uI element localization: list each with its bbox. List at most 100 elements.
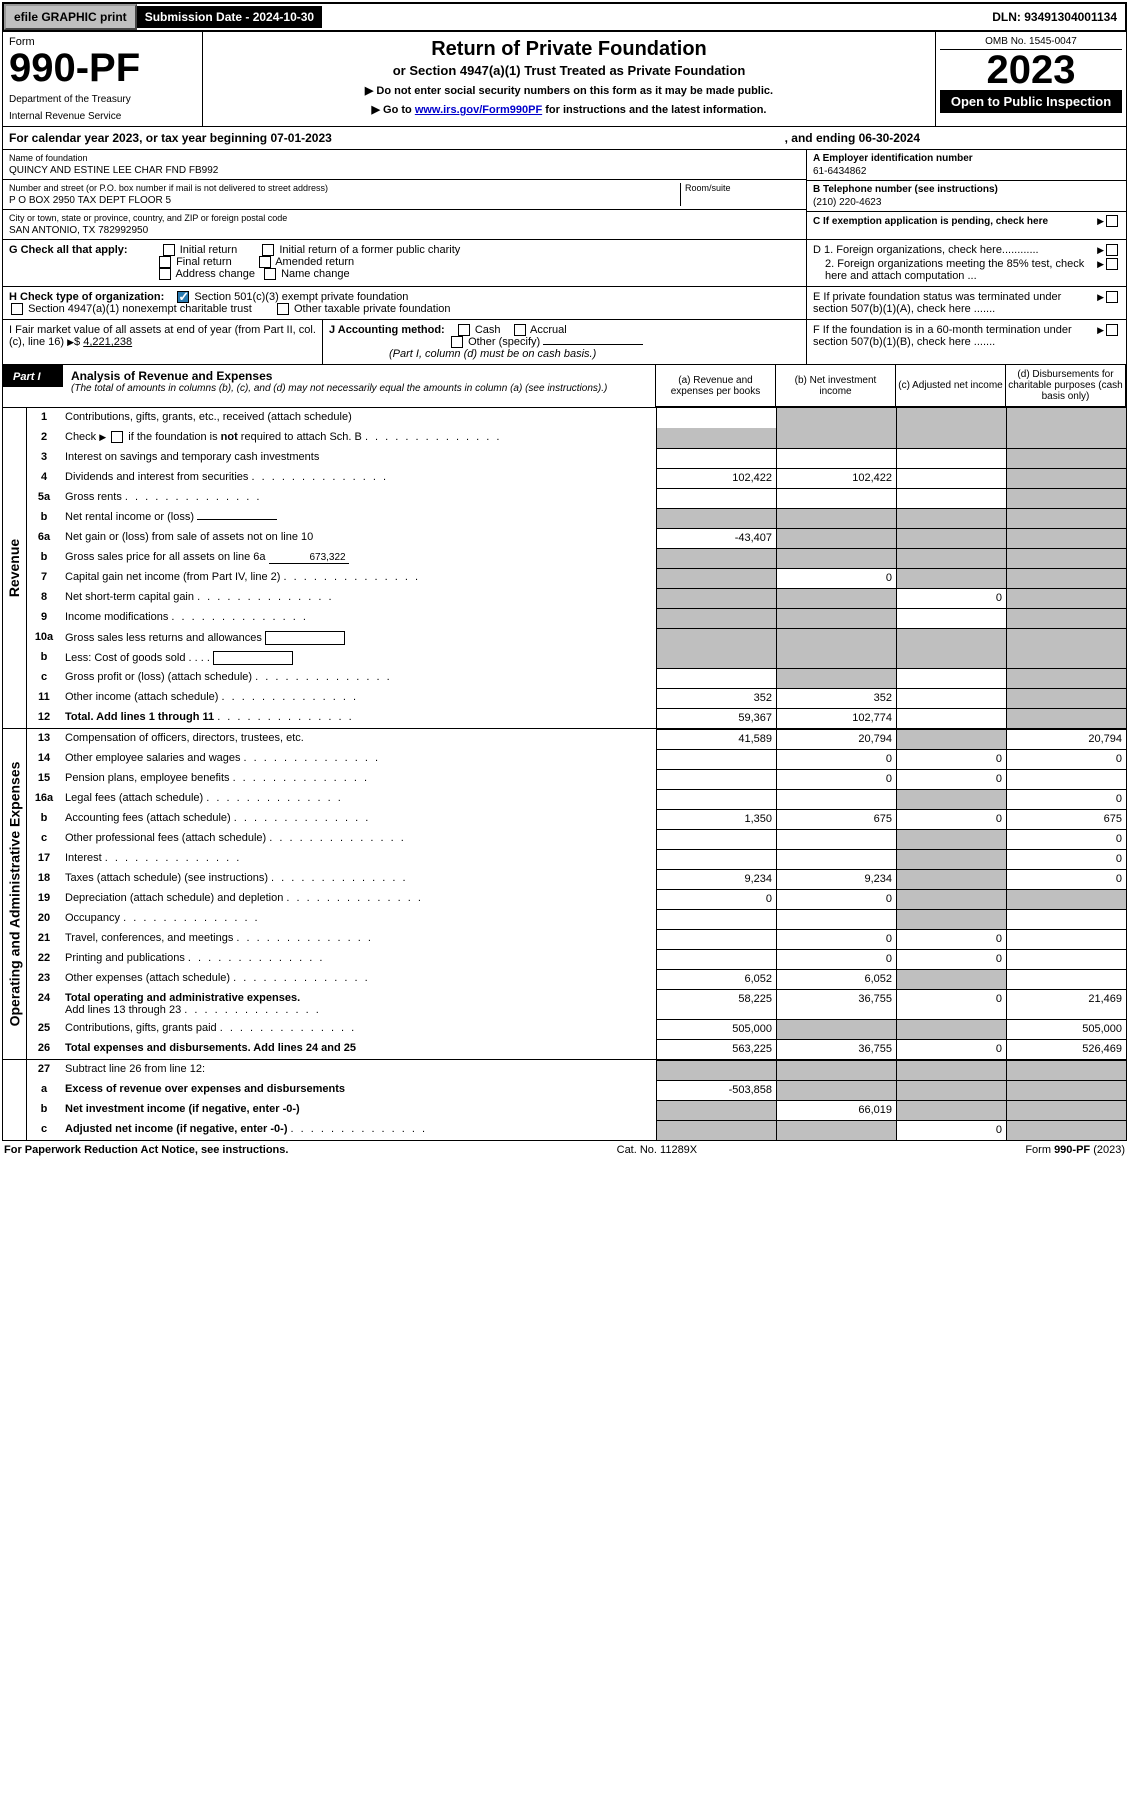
cell	[1006, 949, 1126, 969]
cell	[896, 608, 1006, 628]
cell	[776, 588, 896, 608]
cell	[656, 929, 776, 949]
checkbox-other-taxable[interactable]	[277, 303, 289, 315]
row-desc: Income modifications	[61, 608, 656, 628]
cell	[1006, 448, 1126, 468]
form-subtitle: or Section 4947(a)(1) Trust Treated as P…	[213, 63, 925, 78]
cell	[656, 548, 776, 568]
cell	[656, 909, 776, 929]
checkbox-accrual[interactable]	[514, 324, 526, 336]
ein-label: A Employer identification number	[813, 153, 1120, 164]
irs-label: Internal Revenue Service	[9, 111, 196, 122]
expenses-table: Operating and Administrative Expenses 13…	[2, 729, 1127, 1060]
cell	[896, 889, 1006, 909]
cell	[896, 708, 1006, 728]
cell	[896, 869, 1006, 889]
j-accrual: Accrual	[530, 324, 567, 336]
topbar: efile GRAPHIC print Submission Date - 20…	[2, 2, 1127, 32]
row-desc: Other professional fees (attach schedule…	[61, 829, 656, 849]
cell	[656, 668, 776, 688]
cell: 41,589	[656, 729, 776, 749]
part1-title: Analysis of Revenue and Expenses	[71, 369, 272, 383]
form990pf-link[interactable]: www.irs.gov/Form990PF	[415, 104, 542, 116]
row-num: 26	[27, 1039, 61, 1059]
checkbox-c[interactable]	[1106, 215, 1118, 227]
checkbox-initial-return[interactable]	[163, 244, 175, 256]
checkbox-4947a1[interactable]	[11, 303, 23, 315]
efile-print-button[interactable]: efile GRAPHIC print	[4, 4, 137, 30]
checkbox-d1[interactable]	[1106, 244, 1118, 256]
checkbox-f[interactable]	[1106, 324, 1118, 336]
row-desc: Net gain or (loss) from sale of assets n…	[61, 528, 656, 548]
dln-label: DLN: 93491304001134	[984, 6, 1125, 28]
cell: 0	[896, 749, 1006, 769]
phone-cell: B Telephone number (see instructions) (2…	[807, 181, 1126, 212]
checkbox-address-change[interactable]	[159, 268, 171, 280]
g-opt-0: Initial return	[180, 244, 237, 256]
cell: 352	[776, 688, 896, 708]
cell	[656, 1120, 776, 1140]
row-desc: Gross sales price for all assets on line…	[61, 548, 656, 568]
cell	[776, 648, 896, 668]
note2-prefix: ▶ Go to	[372, 104, 415, 116]
cell	[896, 789, 1006, 809]
checkbox-cash[interactable]	[458, 324, 470, 336]
cell	[896, 628, 1006, 648]
row-desc: Legal fees (attach schedule)	[61, 789, 656, 809]
cell	[1006, 1120, 1126, 1140]
cell	[896, 688, 1006, 708]
checkbox-former-public[interactable]	[262, 244, 274, 256]
g-opt-5: Name change	[281, 268, 350, 280]
row-desc: Adjusted net income (if negative, enter …	[61, 1120, 656, 1140]
row-num: 20	[27, 909, 61, 929]
checkbox-final-return[interactable]	[159, 256, 171, 268]
cell	[896, 969, 1006, 989]
row-num: 12	[27, 708, 61, 728]
row-num: 2	[27, 428, 61, 448]
cell: 0	[776, 949, 896, 969]
row-desc: Excess of revenue over expenses and disb…	[61, 1080, 656, 1100]
checkbox-amended[interactable]	[259, 256, 271, 268]
section-f: F If the foundation is in a 60-month ter…	[806, 320, 1126, 364]
addr-label: Number and street (or P.O. box number if…	[9, 183, 680, 193]
cell	[896, 1019, 1006, 1039]
checkbox-schb[interactable]	[111, 431, 123, 443]
cell	[1006, 708, 1126, 728]
row-num: c	[27, 668, 61, 688]
cell	[776, 428, 896, 448]
checkbox-501c3[interactable]	[177, 291, 189, 303]
cell	[776, 608, 896, 628]
cell	[1006, 588, 1126, 608]
cell: 0	[896, 769, 1006, 789]
header-left: Form 990-PF Department of the Treasury I…	[3, 32, 203, 126]
h-opt-3: Other taxable private foundation	[294, 303, 451, 315]
j-label: J Accounting method:	[329, 324, 445, 336]
j-cash: Cash	[475, 324, 501, 336]
cell: 6,052	[656, 969, 776, 989]
cell	[1006, 428, 1126, 448]
open-inspection: Open to Public Inspection	[940, 90, 1122, 113]
revenue-rows: 1Contributions, gifts, grants, etc., rec…	[27, 408, 1126, 728]
fmv-value: 4,221,238	[83, 336, 132, 348]
expenses-side-label: Operating and Administrative Expenses	[3, 729, 27, 1059]
row-num: 24	[27, 989, 61, 1019]
cell: -503,858	[656, 1080, 776, 1100]
col-a-header: (a) Revenue and expenses per books	[656, 365, 776, 407]
row-num: 23	[27, 969, 61, 989]
foundation-name: QUINCY AND ESTINE LEE CHAR FND FB992	[9, 165, 800, 176]
row-desc: Total expenses and disbursements. Add li…	[61, 1039, 656, 1059]
cell	[896, 648, 1006, 668]
phone-label: B Telephone number (see instructions)	[813, 184, 1120, 195]
checkbox-other-method[interactable]	[451, 336, 463, 348]
e-label: E If private foundation status was termi…	[813, 291, 1097, 315]
row-num: 7	[27, 568, 61, 588]
cell: 9,234	[776, 869, 896, 889]
row-desc: Other income (attach schedule)	[61, 688, 656, 708]
row-num: b	[27, 548, 61, 568]
cell	[776, 408, 896, 428]
checkbox-e[interactable]	[1106, 291, 1118, 303]
cell	[656, 1060, 776, 1080]
checkbox-name-change[interactable]	[264, 268, 276, 280]
cell	[896, 568, 1006, 588]
checkbox-d2[interactable]	[1106, 258, 1118, 270]
